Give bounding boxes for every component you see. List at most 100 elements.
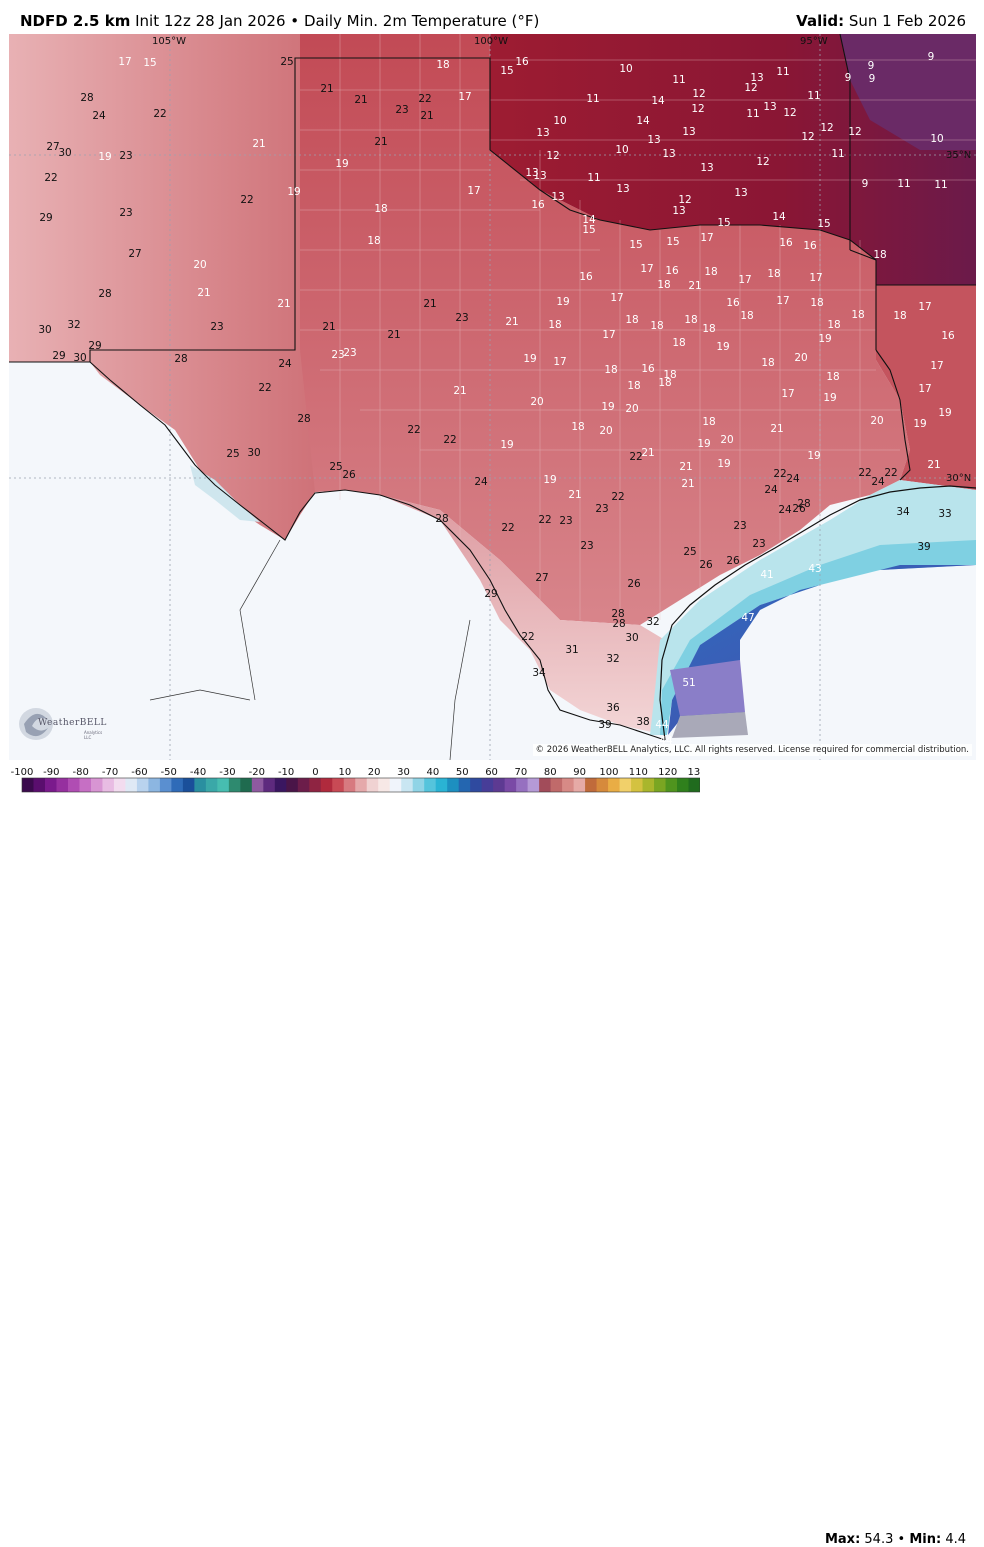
temperature-value: 19 <box>523 353 536 365</box>
temperature-value: 20 <box>193 259 206 271</box>
temperature-value: 20 <box>720 434 733 446</box>
temperature-value: 19 <box>823 392 836 404</box>
temperature-value: 15 <box>582 224 595 236</box>
temperature-value: 21 <box>277 298 290 310</box>
temperature-value: 16 <box>579 271 593 283</box>
temperature-value: 19 <box>543 474 556 486</box>
colorbar-tick-label: -80 <box>73 767 89 778</box>
colorbar-swatch <box>527 778 540 792</box>
colorbar-swatch <box>608 778 621 792</box>
colorbar-swatch <box>79 778 92 792</box>
temperature-value: 18 <box>704 266 717 278</box>
temperature-value: 39 <box>598 719 611 731</box>
temperature-value: 18 <box>657 279 670 291</box>
colorbar-tick-label: 40 <box>427 767 440 778</box>
temperature-value: 30 <box>247 447 260 459</box>
temperature-value: 30 <box>58 147 71 159</box>
temperature-value: 22 <box>538 514 551 526</box>
temperature-value: 11 <box>587 172 600 184</box>
colorbar-tick-label: 70 <box>515 767 528 778</box>
temperature-value: 23 <box>595 503 608 515</box>
model-name: NDFD 2.5 km <box>20 12 131 30</box>
temperature-value: 13 <box>750 72 763 84</box>
temperature-value: 26 <box>792 503 806 515</box>
temperature-value: 36 <box>606 702 620 714</box>
temperature-value: 18 <box>826 371 839 383</box>
temperature-value: 20 <box>794 352 807 364</box>
temperature-value: 11 <box>672 74 685 86</box>
temperature-value: 25 <box>280 56 293 68</box>
colorbar-swatch <box>194 778 207 792</box>
temperature-value: 15 <box>666 236 679 248</box>
temperature-value: 18 <box>672 337 685 349</box>
temperature-value: 14 <box>772 211 786 223</box>
temperature-value: 13 <box>616 183 629 195</box>
colorbar-swatch <box>22 778 34 792</box>
temperature-value: 21 <box>420 110 433 122</box>
max-value: 54.3 <box>864 1532 894 1547</box>
colorbar-tick-label: 100 <box>599 767 618 778</box>
temperature-value: 18 <box>571 421 584 433</box>
temperature-value: 22 <box>773 468 786 480</box>
colorbar-swatch <box>67 778 80 792</box>
temperature-value: 11 <box>897 178 910 190</box>
max-label: Max: <box>824 1532 861 1547</box>
header-title: NDFD 2.5 km Init 12z 28 Jan 2026 • Daily… <box>20 12 539 30</box>
colorbar-swatch <box>240 778 253 792</box>
gulf-warm <box>670 660 745 716</box>
colorbar-swatch <box>619 778 632 792</box>
colorbar-swatch <box>56 778 69 792</box>
colorbar-swatch <box>44 778 57 792</box>
colorbar-swatch <box>125 778 138 792</box>
temperature-value: 24 <box>92 110 106 122</box>
temperature-value: 11 <box>586 93 599 105</box>
rio-grande-border <box>89 361 666 741</box>
temperature-value: 15 <box>817 218 830 230</box>
temperature-value: 18 <box>761 357 774 369</box>
colorbar-swatch <box>412 778 425 792</box>
temperature-value: 19 <box>335 158 348 170</box>
region-east <box>876 285 976 490</box>
region-south <box>380 495 665 735</box>
temperature-value: 13 <box>536 127 549 139</box>
colorbar-swatch <box>447 778 460 792</box>
colorbar-swatch <box>159 778 172 792</box>
temperature-value: 19 <box>717 458 730 470</box>
temperature-value: 21 <box>320 83 333 95</box>
temperature-value: 24 <box>764 484 778 496</box>
temperature-value: 19 <box>98 151 111 163</box>
temperature-value: 15 <box>500 65 513 77</box>
temperature-value: 51 <box>682 677 695 689</box>
temperature-value: 12 <box>848 126 861 138</box>
temperature-value: 18 <box>827 319 840 331</box>
county-lines <box>300 34 976 620</box>
temperature-value: 34 <box>532 667 546 679</box>
temperature-value: 28 <box>297 413 310 425</box>
temperature-value: 15 <box>717 217 730 229</box>
temperature-value: 38 <box>636 716 649 728</box>
temperature-value: 21 <box>322 321 335 333</box>
colorbar-tick-label: -40 <box>190 767 206 778</box>
temperature-value: 19 <box>697 438 710 450</box>
colorbar-swatch <box>33 778 46 792</box>
weatherbell-logo: WeatherBELL Analytics LLC <box>14 700 106 750</box>
temperature-value: 43 <box>808 563 821 575</box>
temperature-value: 12 <box>678 194 691 206</box>
colorbar-tick-label: 10 <box>338 767 351 778</box>
temperature-value: 25 <box>329 461 342 473</box>
colorbar-tick-label: 90 <box>573 767 586 778</box>
temperature-value: 15 <box>629 239 642 251</box>
colorbar-swatch <box>550 778 563 792</box>
colorbar-tick-label: 20 <box>368 767 381 778</box>
colorbar: -100 -90 -80 -70 -60 -50 -40 -30 -20 -10 0 10 20 30 40… <box>11 767 700 793</box>
colorbar-tick-label: 110 <box>629 767 648 778</box>
temperature-value: 19 <box>500 439 513 451</box>
copyright-notice: © 2026 WeatherBELL Analytics, LLC. All r… <box>532 744 972 756</box>
colorbar-tick-label: 0 <box>312 767 318 778</box>
temperature-value: 30 <box>625 632 638 644</box>
temperature-value: 9 <box>928 51 935 63</box>
temperature-value: 11 <box>776 66 789 78</box>
temperature-value: 32 <box>646 616 659 628</box>
temperature-value: 19 <box>938 407 951 419</box>
